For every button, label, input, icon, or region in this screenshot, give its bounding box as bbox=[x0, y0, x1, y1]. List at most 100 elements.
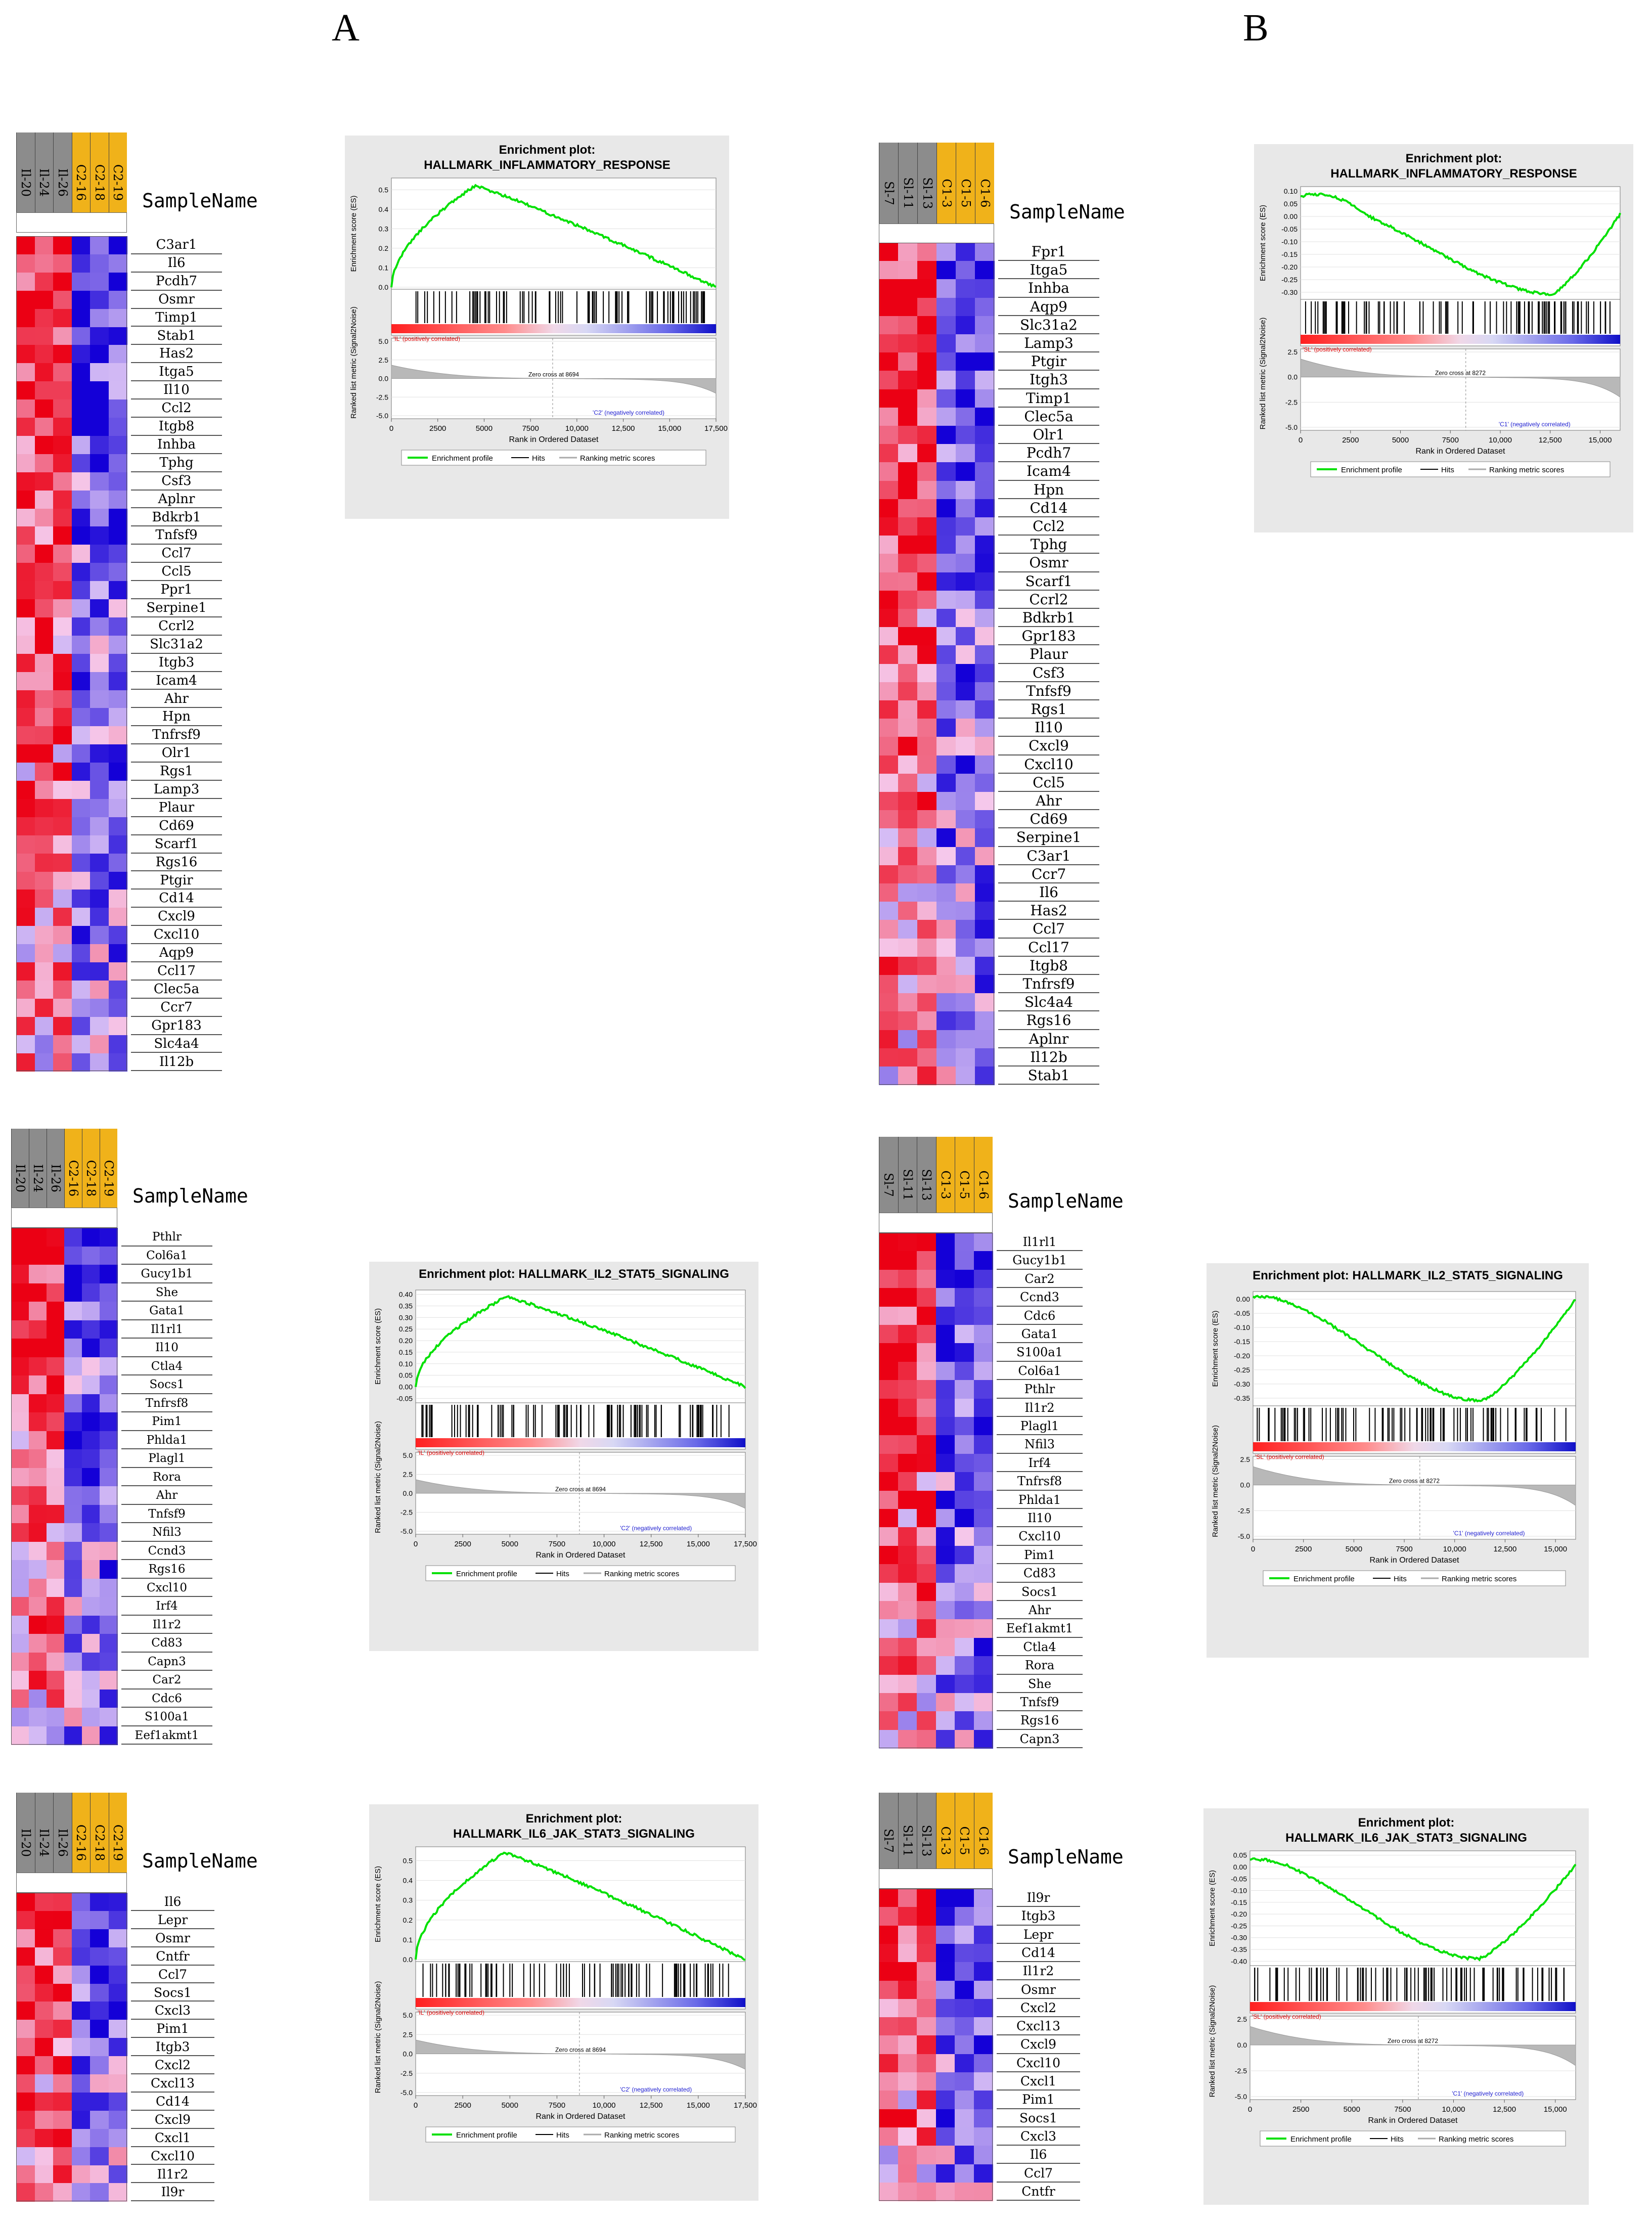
heatmap-cell bbox=[90, 980, 109, 999]
heatmap-cell bbox=[956, 517, 975, 536]
gene-label: Cxcl10 bbox=[997, 1527, 1083, 1546]
heatmap-cell bbox=[16, 272, 35, 291]
heatmap-cell bbox=[975, 847, 995, 866]
gene-label: Scarf1 bbox=[998, 572, 1099, 591]
gene-label: Hpn bbox=[131, 708, 222, 727]
negative-label: 'C1' (negatively correlated) bbox=[1453, 1530, 1525, 1537]
heatmap-cell bbox=[53, 381, 72, 400]
heatmap-cell bbox=[71, 599, 91, 618]
gene-label: Socs1 bbox=[131, 1984, 214, 2002]
heatmap-cell bbox=[90, 763, 109, 781]
heatmap-cell bbox=[71, 853, 91, 872]
heatmap-cell bbox=[11, 1468, 29, 1487]
heatmap-cell bbox=[34, 998, 54, 1017]
heatmap-cell bbox=[82, 1449, 100, 1468]
x-tick-label: 12,500 bbox=[1493, 2105, 1516, 2114]
heatmap-cell bbox=[917, 444, 937, 463]
gene-label: Ppr1 bbox=[131, 581, 222, 599]
heatmap-cell bbox=[71, 236, 91, 255]
heatmap-cell bbox=[64, 1246, 82, 1265]
heatmap-cell bbox=[90, 599, 109, 618]
heatmap-cell bbox=[11, 1560, 29, 1579]
es-tick-label: -0.20 bbox=[1281, 263, 1298, 271]
heatmap-cell bbox=[917, 920, 937, 939]
heatmap-cell bbox=[975, 371, 995, 390]
heatmap-cell bbox=[29, 1504, 47, 1524]
heatmap-cell bbox=[879, 590, 899, 609]
heatmap-cell bbox=[936, 590, 956, 609]
heatmap-cell bbox=[34, 835, 54, 854]
heatmap-cell bbox=[956, 956, 975, 975]
sample-label: C1-5 bbox=[958, 179, 973, 208]
heatmap-cell bbox=[975, 334, 995, 353]
heatmap-border bbox=[879, 1233, 993, 1749]
negative-label: 'C1' (negatively correlated) bbox=[1452, 2090, 1524, 2097]
heatmap-cell bbox=[100, 1541, 118, 1561]
zero-cross-label: Zero cross at 8694 bbox=[555, 2047, 606, 2054]
heatmap-cell bbox=[47, 1597, 65, 1616]
sample-name-header: SampleName bbox=[142, 1850, 258, 1872]
heatmap-cell bbox=[936, 627, 956, 646]
heatmap-cell bbox=[879, 792, 899, 811]
enrichment-plot-svg: Enrichment plot: HALLMARK_INFLAMMATORY_RE… bbox=[1259, 152, 1621, 477]
heatmap-cell bbox=[879, 847, 899, 866]
heatmap-cell bbox=[108, 272, 127, 291]
heatmap-cell bbox=[71, 781, 91, 799]
heatmap-cell bbox=[898, 334, 918, 353]
es-tick-label: -0.15 bbox=[1234, 1338, 1250, 1346]
heatmap-cell bbox=[898, 663, 918, 683]
heatmap-cell bbox=[90, 363, 109, 382]
gene-label: Il10 bbox=[131, 381, 222, 400]
heatmap-cell bbox=[34, 926, 54, 945]
heatmap-cell bbox=[917, 700, 937, 719]
x-tick-label: 12,500 bbox=[640, 1540, 663, 1548]
heatmap-cell bbox=[29, 1339, 47, 1357]
heatmap-cell bbox=[108, 617, 127, 636]
heatmap-cell bbox=[29, 1578, 47, 1597]
sample-header-spacer bbox=[879, 1213, 993, 1233]
heatmap-cell bbox=[917, 554, 937, 573]
heatmap-cell bbox=[71, 653, 91, 673]
heatmap-cell bbox=[90, 926, 109, 945]
heatmap-cell bbox=[34, 980, 54, 999]
legend-label: Enrichment profile bbox=[1341, 466, 1402, 474]
es-tick-label: 0.00 bbox=[1233, 1863, 1247, 1871]
heatmap-cell bbox=[898, 609, 918, 628]
heatmap-cell bbox=[90, 254, 109, 273]
heatmap-cell bbox=[53, 345, 72, 364]
gene-label: Tnfsf9 bbox=[131, 526, 222, 545]
heatmap-cell bbox=[90, 345, 109, 364]
rank-tick-label: -2.5 bbox=[1235, 2067, 1247, 2075]
x-tick-label: 12,500 bbox=[1493, 1545, 1516, 1553]
heatmap-cell bbox=[16, 672, 35, 690]
x-tick-label: 0 bbox=[1248, 2105, 1252, 2114]
heatmap-cell bbox=[100, 1449, 118, 1468]
gene-label: Lamp3 bbox=[998, 334, 1099, 353]
heatmap-cell bbox=[90, 545, 109, 563]
es-tick-label: 0.4 bbox=[379, 205, 389, 213]
heatmap-border bbox=[11, 1228, 117, 1745]
ranking-gradient-bar bbox=[1250, 2002, 1576, 2011]
heatmap-cell bbox=[100, 1302, 118, 1320]
heatmap-cell bbox=[16, 998, 35, 1017]
gene-label: Cxcl1 bbox=[997, 2072, 1080, 2091]
heatmap-cell bbox=[64, 1283, 82, 1302]
x-tick-label: 5000 bbox=[1344, 2105, 1360, 2114]
zero-cross-label: Zero cross at 8694 bbox=[555, 1486, 606, 1493]
heatmap-cell bbox=[898, 499, 918, 518]
heatmap-cell bbox=[917, 902, 937, 920]
gene-label: Socs1 bbox=[121, 1375, 212, 1394]
heatmap-cell bbox=[956, 371, 975, 390]
heatmap-cell bbox=[16, 418, 35, 436]
heatmap-cell bbox=[64, 1394, 82, 1413]
es-tick-label: 0.05 bbox=[399, 1371, 413, 1380]
gene-label: Col6a1 bbox=[121, 1247, 212, 1265]
heatmap-cell bbox=[936, 883, 956, 902]
gene-label: Bdkrb1 bbox=[131, 509, 222, 527]
heatmap-cell bbox=[898, 737, 918, 756]
plot-title: Enrichment plot: bbox=[499, 143, 596, 157]
gene-label: Il10 bbox=[998, 719, 1099, 737]
gene-label: Icam4 bbox=[131, 672, 222, 690]
x-tick-label: 5000 bbox=[502, 2101, 518, 2110]
heatmap-cell bbox=[11, 1412, 29, 1431]
